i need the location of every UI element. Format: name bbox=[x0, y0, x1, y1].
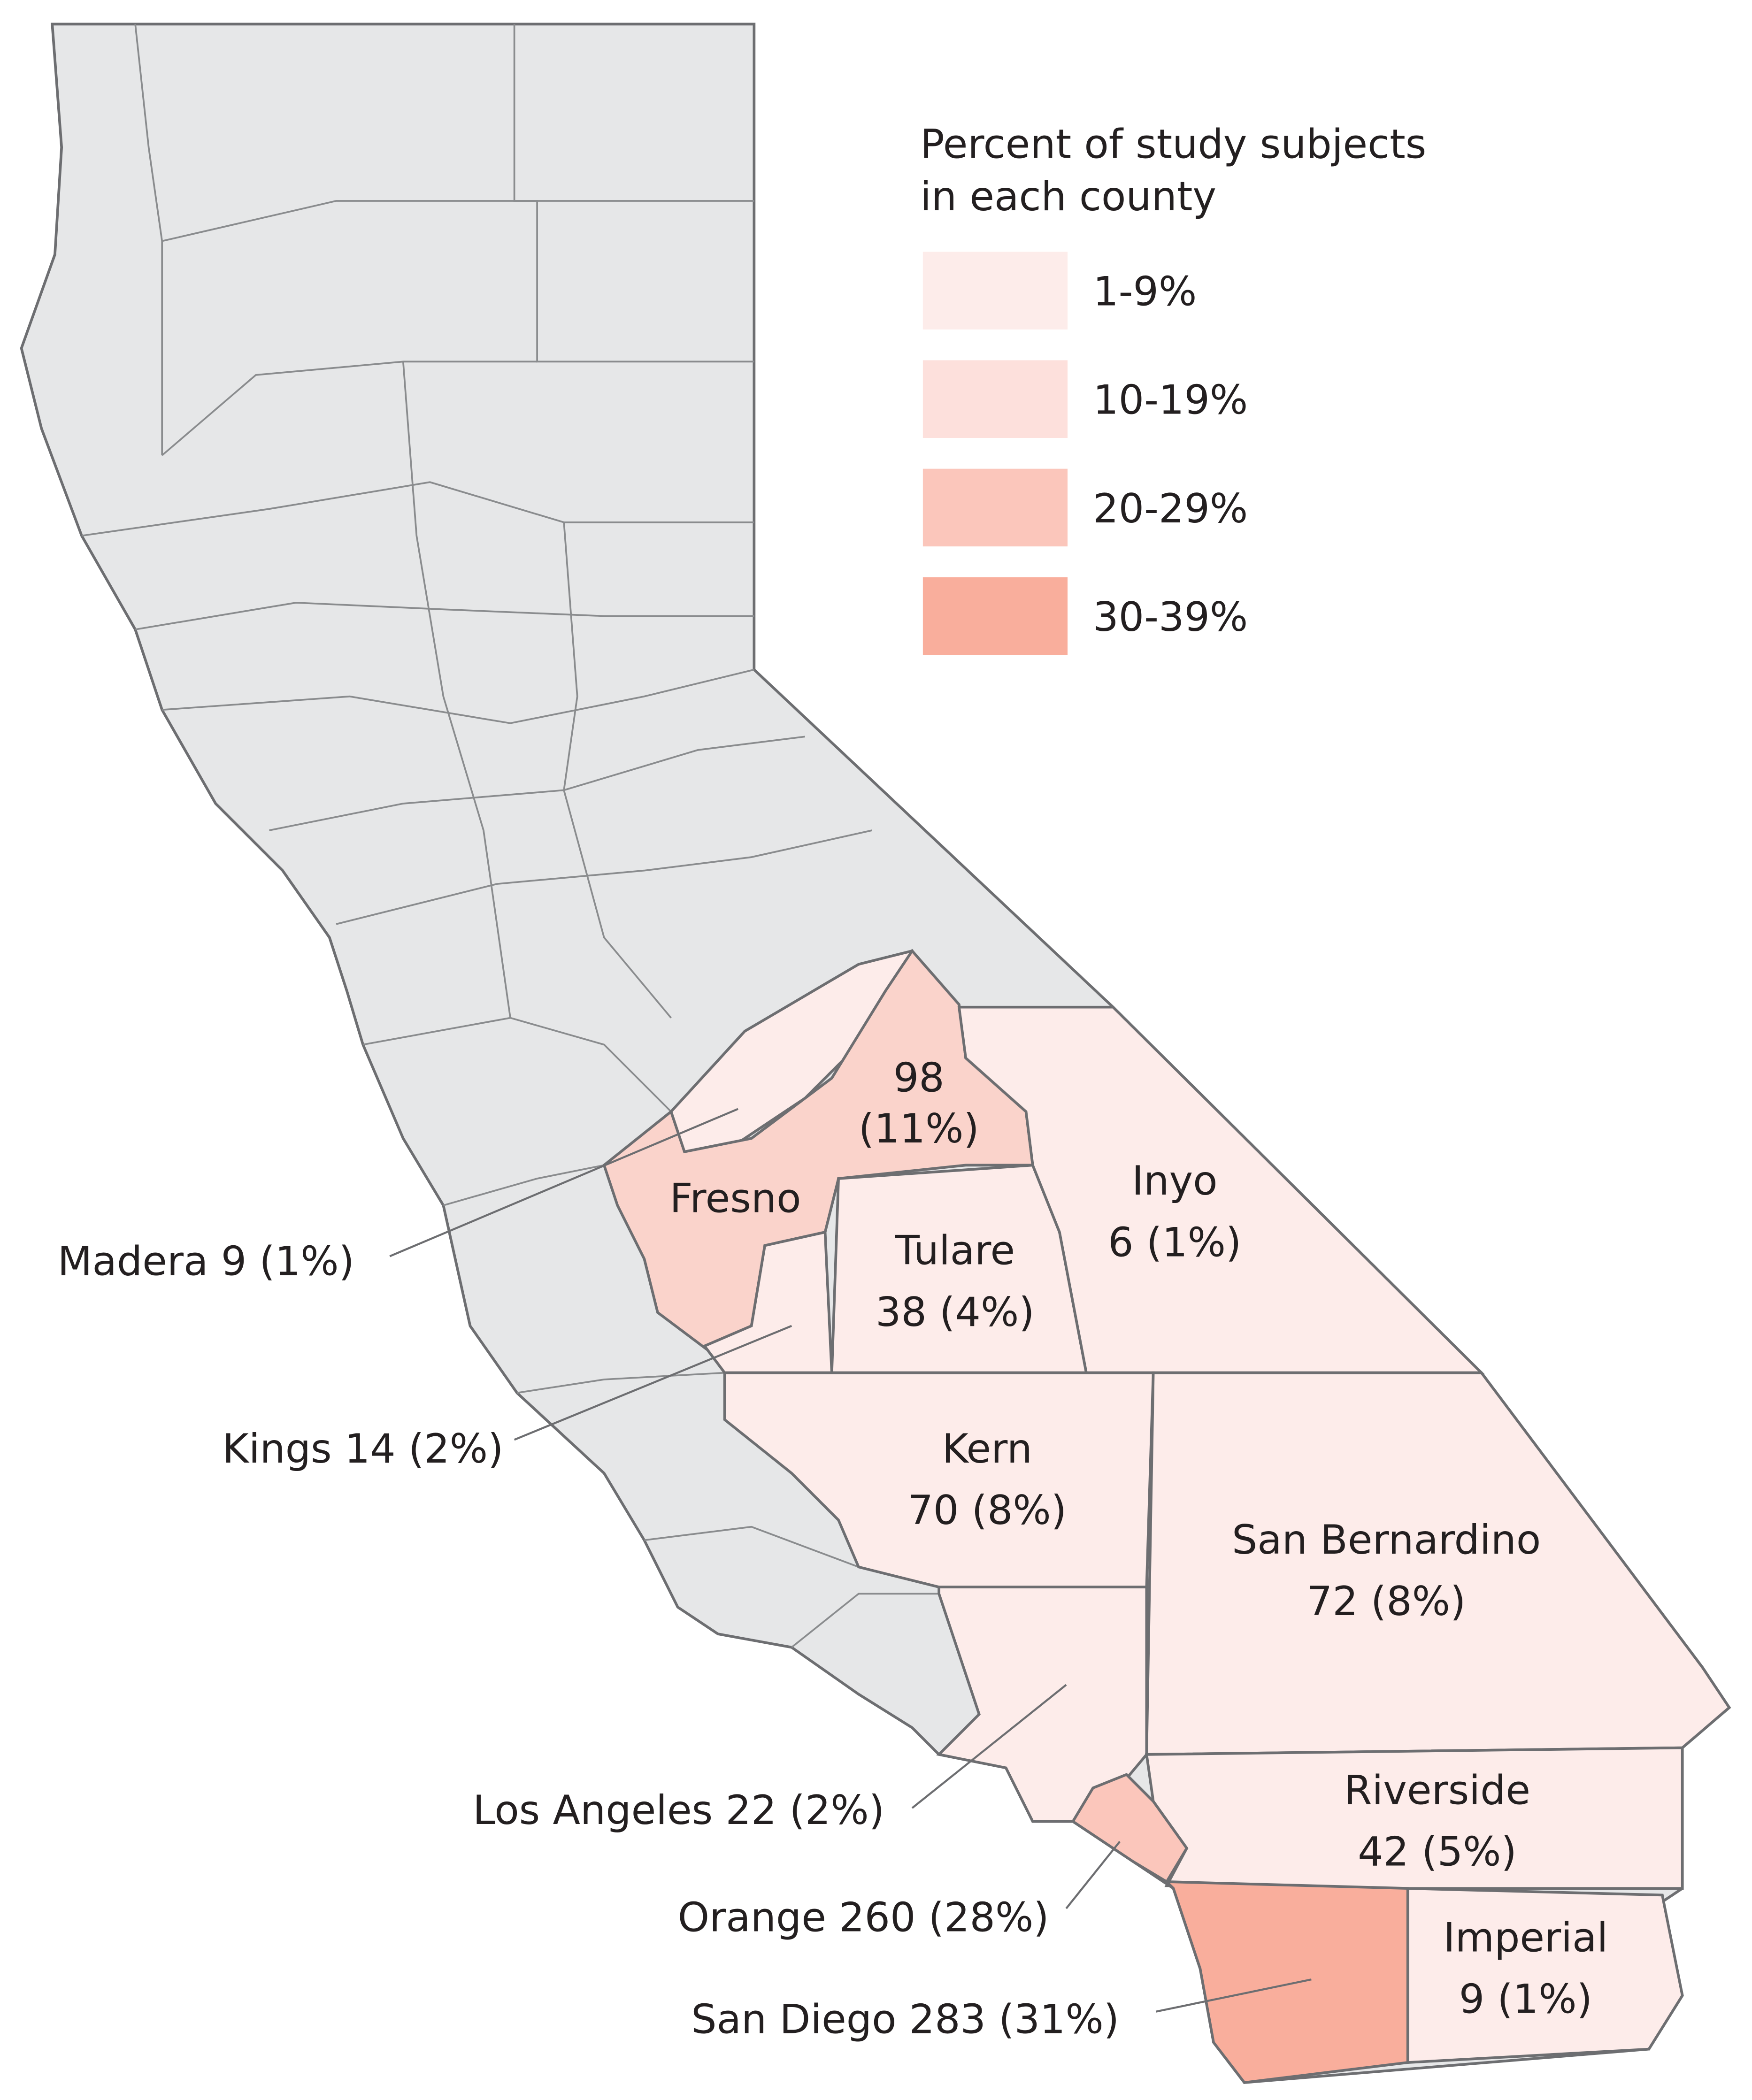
county-name: Fresno bbox=[669, 1175, 801, 1222]
county-count: 38 bbox=[876, 1289, 927, 1336]
county-shape bbox=[1163, 1880, 1409, 2084]
highlighted-counties bbox=[602, 949, 1731, 2084]
legend-swatch bbox=[922, 468, 1068, 547]
county-count: 70 bbox=[907, 1487, 959, 1534]
county-shape bbox=[1145, 1371, 1731, 1756]
border bbox=[162, 668, 754, 724]
border bbox=[517, 1372, 725, 1394]
legend-swatch bbox=[922, 360, 1068, 438]
border bbox=[402, 361, 511, 1018]
county-share: (1%) bbox=[259, 1238, 354, 1285]
legend: Percent of study subjects in each county… bbox=[920, 122, 1426, 655]
county-share: (8%) bbox=[972, 1487, 1067, 1534]
leader-line bbox=[1155, 1978, 1312, 2013]
county-count: 283 bbox=[909, 1996, 986, 2043]
county-count: 22 bbox=[725, 1787, 776, 1834]
county-share: (8%) bbox=[1371, 1579, 1466, 1625]
county-name: Inyo bbox=[1132, 1158, 1217, 1204]
border bbox=[644, 1525, 859, 1568]
border bbox=[135, 602, 754, 630]
county-share: (5%) bbox=[1422, 1829, 1517, 1876]
border bbox=[791, 1593, 939, 1648]
county-shape bbox=[1071, 1773, 1189, 1884]
county-shape bbox=[957, 1005, 1485, 1374]
border bbox=[336, 829, 872, 925]
legend-label: 10-19% bbox=[1093, 377, 1248, 424]
county-count: 98 bbox=[893, 1055, 945, 1101]
county-count: 42 bbox=[1358, 1829, 1409, 1876]
county-count: 14 bbox=[345, 1426, 396, 1472]
county-shape bbox=[1406, 1887, 1684, 2064]
county-labels: Madera 9 (1%) Fresno 98 (11%) Kings 14 (2%) T… bbox=[58, 1055, 1608, 2043]
county-count: 260 bbox=[839, 1894, 915, 1941]
county-value: 72 (8%) bbox=[1307, 1579, 1466, 1625]
county-label: Orange 260 (28%) bbox=[678, 1894, 1049, 1941]
county-share: (28%) bbox=[929, 1894, 1049, 1941]
border bbox=[362, 1017, 672, 1112]
county-value: 70 (8%) bbox=[907, 1487, 1067, 1534]
county-name: Imperial bbox=[1443, 1915, 1608, 1961]
legend-swatch bbox=[922, 252, 1068, 330]
county-name: Tulare bbox=[894, 1228, 1015, 1274]
leader-line bbox=[389, 1108, 738, 1257]
leader-line bbox=[911, 1684, 1067, 1809]
county-share: (1%) bbox=[1146, 1219, 1242, 1266]
county-name: Kern bbox=[942, 1426, 1032, 1472]
county-label: Madera 9 (1%) bbox=[58, 1238, 354, 1285]
legend-label: 30-39% bbox=[1093, 594, 1248, 641]
county-value: 9 (1%) bbox=[1459, 1977, 1592, 2023]
county-name: Madera bbox=[58, 1238, 208, 1285]
county-share: (31%) bbox=[999, 1996, 1119, 2043]
county-share: (4%) bbox=[939, 1289, 1035, 1336]
border bbox=[134, 24, 163, 456]
county-count: 9 bbox=[221, 1238, 246, 1285]
county-value: 42 (5%) bbox=[1358, 1829, 1517, 1876]
county-label: Los Angeles 22 (2%) bbox=[473, 1787, 884, 1834]
county-value: 6 (1%) bbox=[1108, 1219, 1241, 1266]
county-share: (2%) bbox=[408, 1426, 504, 1472]
border bbox=[161, 360, 538, 456]
leader-lines bbox=[389, 1108, 1312, 2013]
county-count: 6 bbox=[1108, 1219, 1133, 1266]
border bbox=[161, 200, 754, 363]
county-share: (2%) bbox=[790, 1787, 885, 1834]
county-share: (11%) bbox=[859, 1106, 979, 1152]
border bbox=[81, 481, 754, 537]
border bbox=[443, 1164, 605, 1206]
legend-swatch bbox=[922, 577, 1068, 655]
legend-title: Percent of study subjects bbox=[920, 122, 1426, 168]
county-name: Los Angeles bbox=[473, 1787, 713, 1834]
county-name: Kings bbox=[223, 1426, 332, 1472]
county-label: San Diego 283 (31%) bbox=[691, 1996, 1119, 2043]
county-name: San Bernardino bbox=[1232, 1517, 1541, 1564]
border bbox=[563, 522, 672, 1019]
legend-title: in each county bbox=[920, 174, 1216, 220]
county-name: San Diego bbox=[691, 1996, 896, 2043]
leader-line bbox=[514, 1325, 792, 1441]
legend-label: 1-9% bbox=[1093, 269, 1197, 315]
county-share: (1%) bbox=[1497, 1977, 1592, 2023]
leader-line bbox=[1065, 1840, 1121, 1909]
county-count: 9 bbox=[1459, 1977, 1484, 2023]
county-label: Kings 14 (2%) bbox=[223, 1426, 504, 1472]
county-count: 72 bbox=[1307, 1579, 1358, 1625]
county-name: Riverside bbox=[1344, 1767, 1530, 1814]
legend-label: 20-29% bbox=[1093, 486, 1248, 532]
county-borders bbox=[81, 24, 939, 1648]
county-name: Orange bbox=[678, 1894, 826, 1941]
county-value: 38 (4%) bbox=[876, 1289, 1035, 1336]
